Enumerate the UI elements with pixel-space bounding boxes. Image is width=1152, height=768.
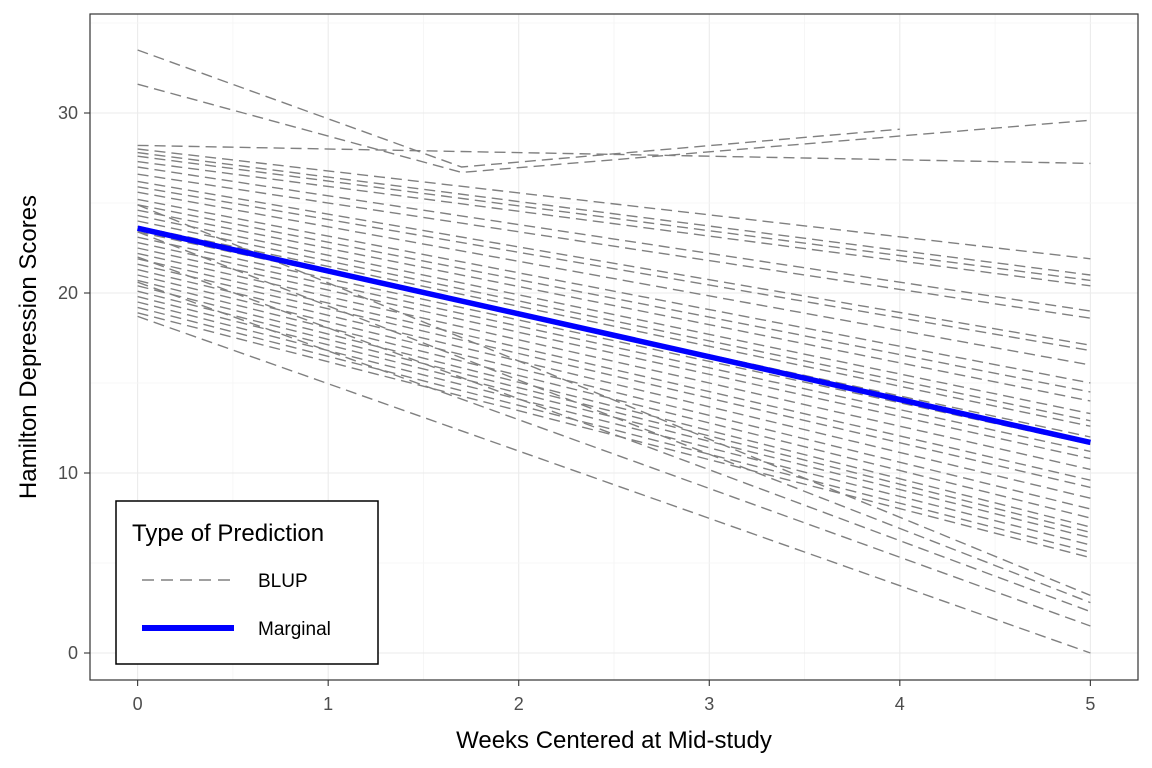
y-tick-label: 0: [68, 643, 78, 663]
blup-line: [137, 263, 1091, 489]
y-axis: 0 10 20 30: [58, 103, 90, 663]
x-tick-label: 5: [1085, 694, 1095, 714]
x-tick-label: 4: [895, 694, 905, 714]
blup-line: [137, 301, 1091, 546]
y-axis-title: Hamilton Depression Scores: [15, 195, 42, 499]
y-tick-label: 20: [58, 283, 78, 303]
blup-line: [137, 220, 1091, 422]
blup-line: [137, 151, 1091, 276]
y-tick-label: 30: [58, 103, 78, 123]
blup-line: [137, 144, 1091, 165]
blup-line: [137, 204, 1091, 393]
legend: Type of Prediction BLUP Marginal: [115, 500, 379, 665]
x-axis-title: Weeks Centered at Mid-study: [456, 727, 772, 754]
legend-title: Type of Prediction: [132, 520, 324, 547]
y-tick-label: 10: [58, 463, 78, 483]
blup-line: [137, 247, 1091, 460]
blup-line: [137, 214, 1091, 415]
legend-label-blup: BLUP: [258, 571, 308, 592]
blup-line: [137, 148, 1091, 260]
blup-line: [137, 312, 1091, 559]
blup-line: [137, 274, 1091, 510]
marginal-line: [136, 225, 1092, 446]
blup-line: [137, 268, 1091, 499]
blup-line: [137, 204, 1091, 597]
blup-line: [137, 258, 1091, 481]
x-tick-label: 1: [323, 694, 333, 714]
blup-line: [137, 241, 1091, 453]
blup-line: [137, 180, 1091, 346]
plot-panel-border: [89, 13, 1139, 681]
blup-line: [137, 160, 1091, 287]
blup-line: [137, 285, 1091, 528]
x-tick-label: 2: [514, 694, 524, 714]
marginal-line-group: [136, 225, 1092, 446]
blup-line: [137, 290, 1091, 534]
gridlines: [90, 14, 1138, 680]
blup-line: [137, 225, 1091, 427]
blup-line: [137, 306, 1091, 553]
blup-line: [137, 236, 1091, 445]
x-tick-label: 3: [704, 694, 714, 714]
blup-lines: [137, 49, 1091, 654]
blup-line: [137, 295, 1091, 539]
x-tick-label: 0: [133, 694, 143, 714]
blup-line: [137, 231, 1091, 604]
legend-box: [115, 500, 379, 665]
blup-line: [137, 155, 1091, 282]
blup-line: [137, 186, 1091, 352]
blup-line: [137, 83, 1091, 174]
blup-line: [137, 191, 1091, 366]
legend-label-marginal: Marginal: [258, 619, 331, 640]
blup-line: [137, 166, 1091, 312]
blup-line: [137, 173, 1091, 319]
blup-line: [137, 279, 1091, 519]
blup-line: [137, 198, 1091, 384]
x-axis: 0 1 2 3 4 5: [133, 680, 1095, 714]
blup-line: [137, 49, 900, 168]
blup-line: [137, 209, 1091, 402]
blup-line: [137, 252, 1091, 471]
blup-line: [137, 315, 1091, 654]
